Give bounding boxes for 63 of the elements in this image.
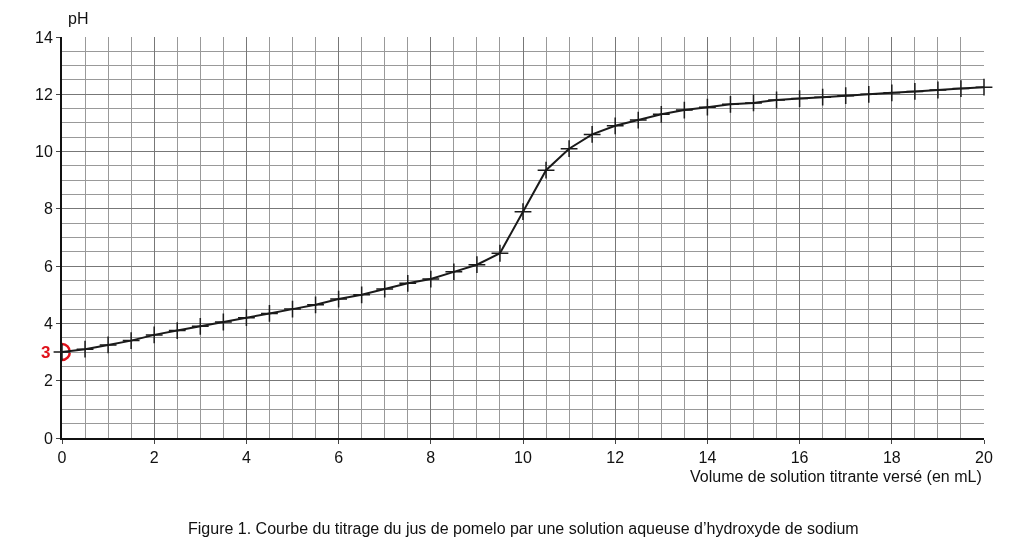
point (652, 105, 671, 124)
x-tick-label: 0 (57, 449, 67, 467)
point (859, 85, 878, 104)
x-tick-label: 8 (426, 449, 436, 467)
point (813, 88, 832, 107)
point (536, 161, 556, 180)
point (928, 80, 948, 100)
y-tick-label: 14 (35, 28, 53, 46)
point (237, 308, 256, 327)
x-tick-label: 2 (149, 449, 159, 467)
point (306, 295, 325, 314)
annotation: 3 (41, 343, 51, 362)
x-tick-label: 6 (334, 449, 344, 467)
point (490, 244, 510, 263)
point (767, 90, 786, 110)
x-tick-label: 20 (975, 449, 993, 467)
y-axis-title: pH (68, 10, 89, 27)
point (260, 304, 279, 323)
point (75, 340, 95, 359)
y-tick-label: 6 (43, 257, 53, 275)
point (122, 331, 141, 350)
point (352, 285, 371, 304)
x-tick-label: 4 (241, 449, 251, 467)
point (905, 82, 924, 101)
point (444, 262, 463, 282)
point (168, 321, 187, 340)
point (583, 125, 602, 144)
caption: Figure 1. Courbe du titrage du jus de pomelo par une solution aqueuse d’hydroxyde de sodium (188, 520, 859, 537)
point (698, 98, 717, 117)
x-tick-label: 14 (698, 449, 717, 467)
point (790, 89, 809, 108)
point (375, 279, 394, 299)
x-tick-label: 10 (514, 449, 532, 467)
point (836, 86, 855, 105)
point (629, 110, 648, 130)
point (675, 100, 694, 120)
point (98, 335, 118, 355)
y-tick-label: 4 (43, 315, 53, 333)
x-tick-label: 16 (790, 449, 809, 467)
x-tick-label: 12 (606, 449, 625, 467)
point (214, 312, 233, 332)
point (882, 83, 901, 102)
point (329, 289, 348, 309)
x-axis-title: Volume de solution titrante versé (en mL) (690, 468, 982, 485)
point (606, 116, 625, 135)
y-tick-label: 2 (43, 372, 53, 390)
y-tick-label: 10 (35, 143, 53, 161)
point (744, 93, 763, 113)
point (467, 255, 487, 274)
point (951, 79, 971, 98)
point (283, 299, 302, 319)
point (721, 95, 740, 114)
point (145, 325, 164, 345)
x-tick-label: 18 (882, 449, 901, 467)
point (398, 274, 417, 293)
point (191, 317, 210, 336)
point (421, 269, 440, 289)
point (974, 77, 994, 97)
y-tick-label: 8 (43, 200, 53, 218)
point (513, 202, 533, 221)
y-tick-label: 0 (43, 429, 53, 447)
point (559, 139, 579, 158)
y-tick-label: 12 (35, 85, 53, 103)
